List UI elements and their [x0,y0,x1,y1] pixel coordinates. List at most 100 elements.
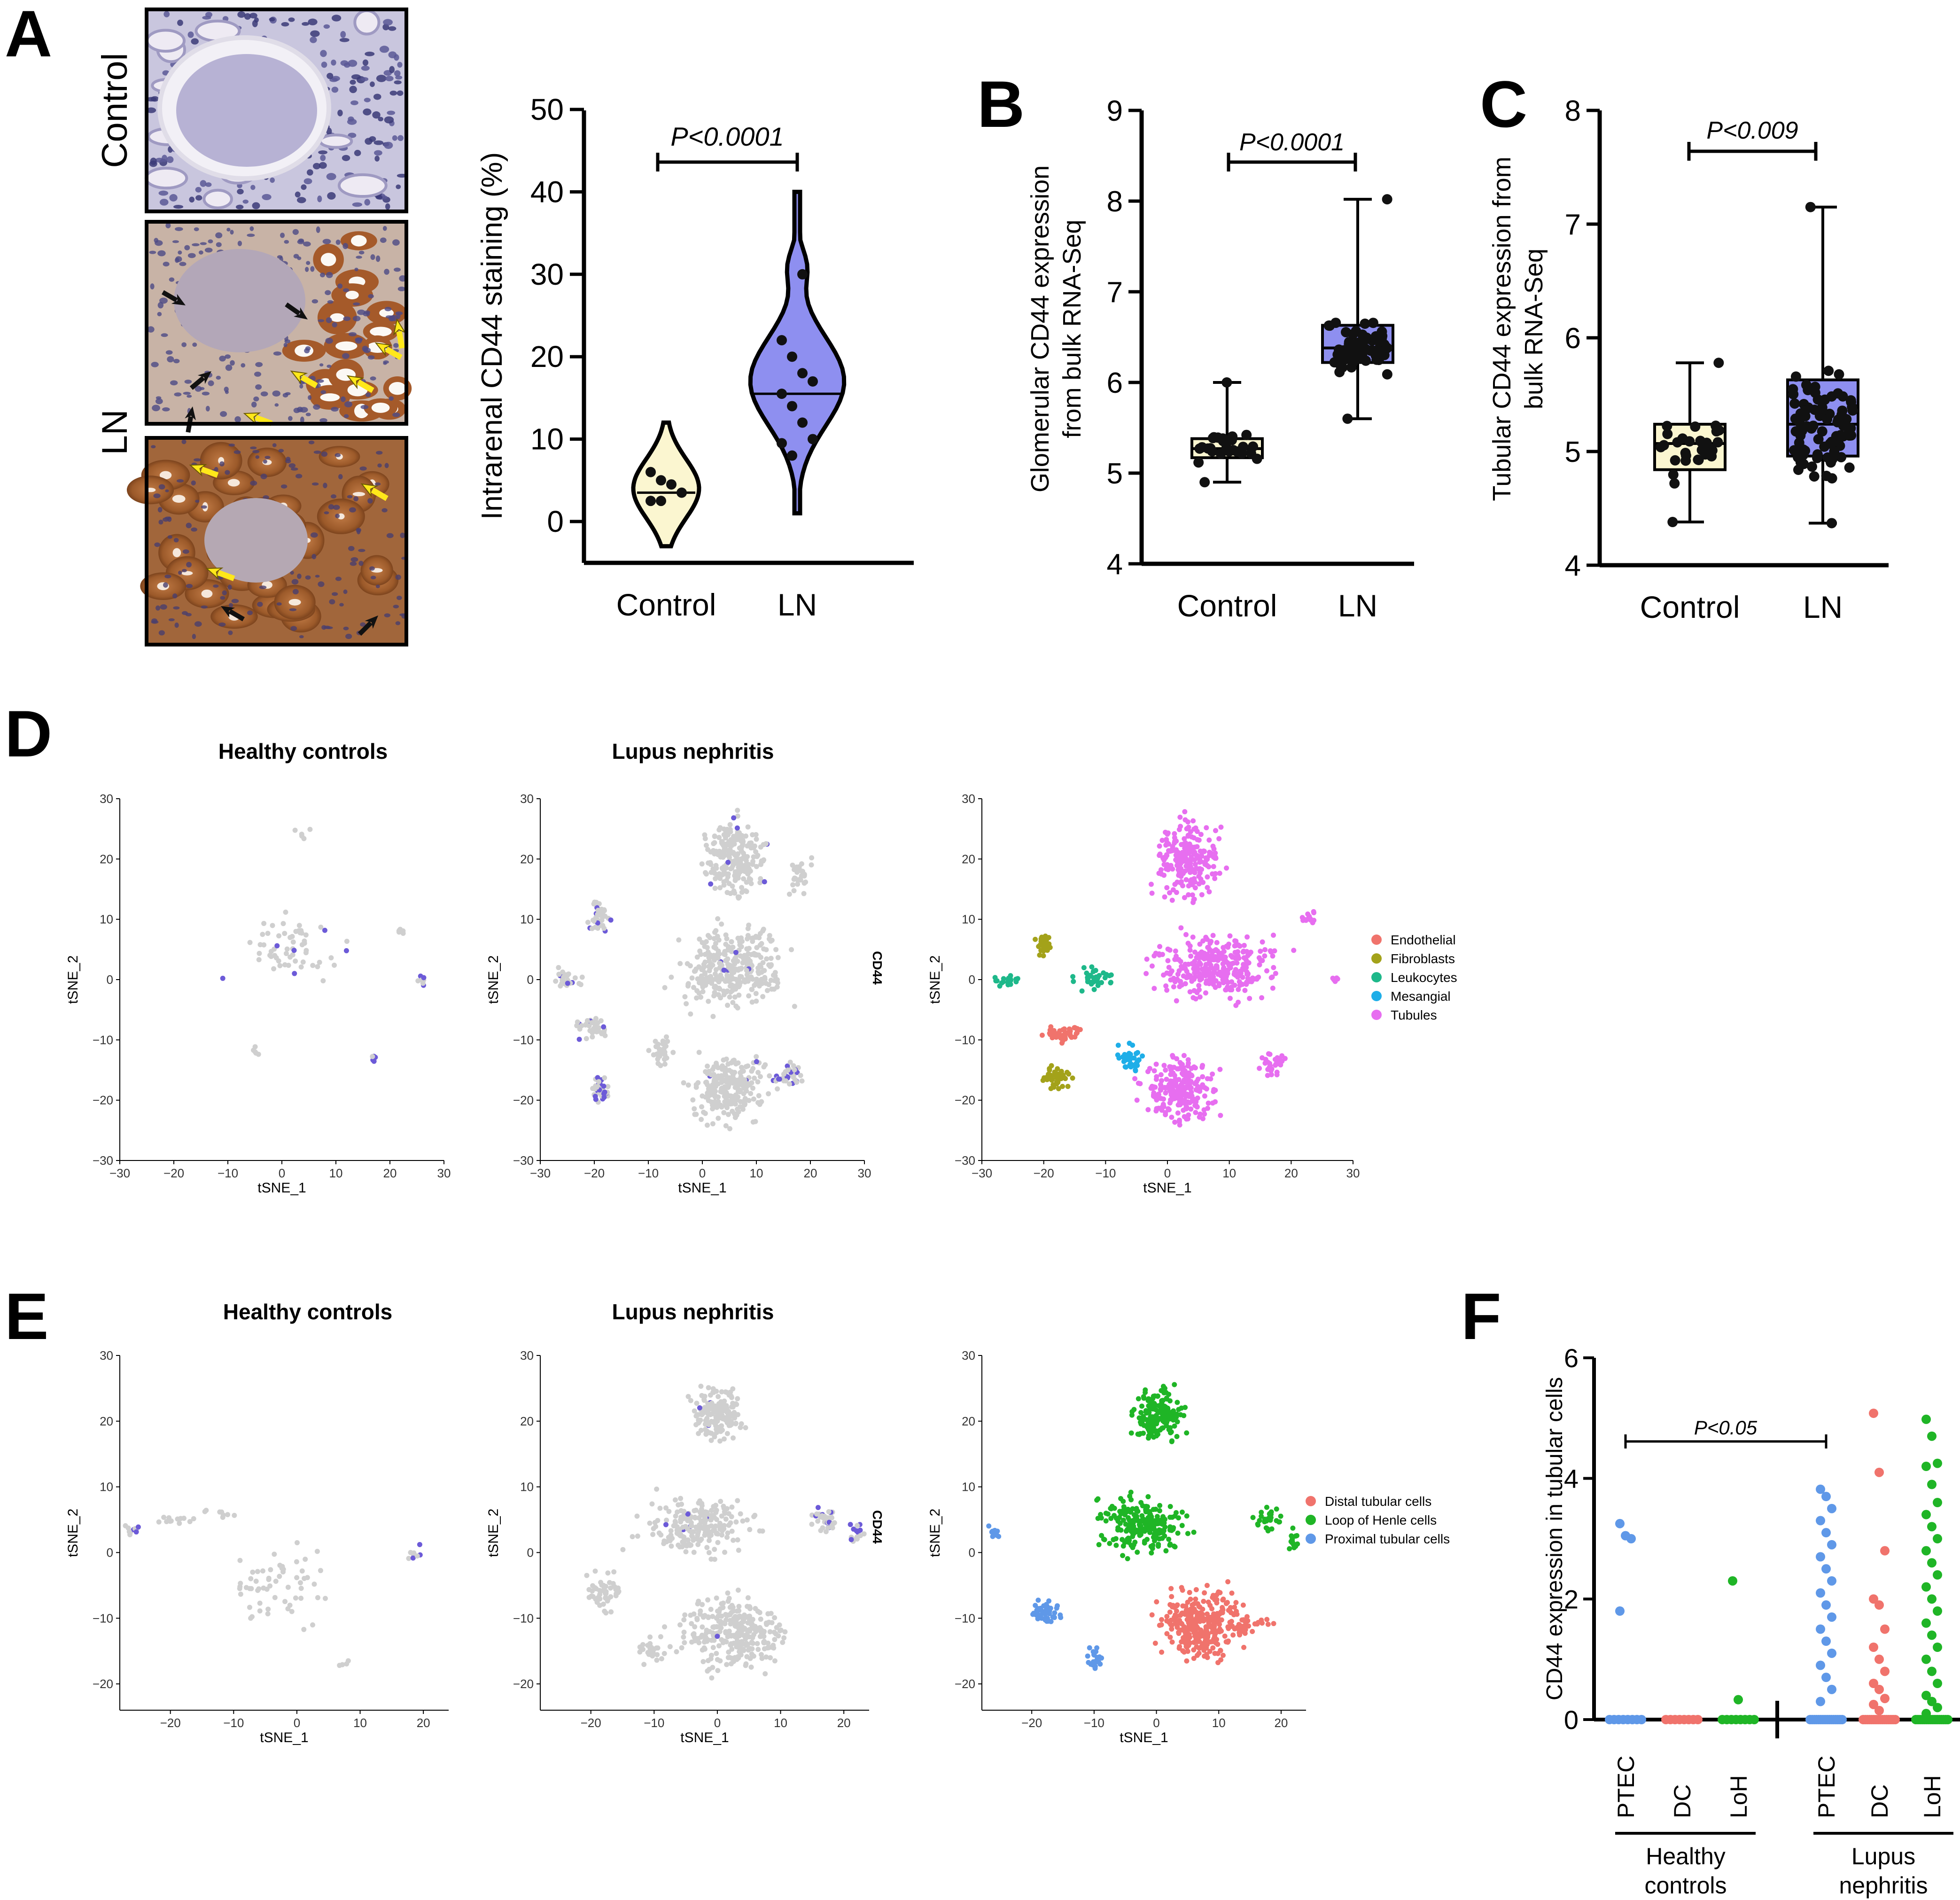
e-cell-point [767,1629,773,1635]
e-cell-point [1128,1430,1134,1436]
d-cell-point [585,919,591,925]
e-cell-point [247,1604,252,1610]
d-cell-point [1176,1077,1182,1082]
d-cell-point [1210,957,1216,963]
nucleus [394,267,401,272]
nucleus [288,17,295,22]
d-cell-point [565,981,570,986]
e-cell-point [691,1632,696,1637]
e-cell-point [855,1523,860,1528]
d-cell-point [755,969,761,974]
nucleus [322,239,331,244]
d-cell-point [1164,1076,1169,1082]
d-cell-point [711,1073,717,1078]
d-cell-point [1192,849,1198,855]
d-cell-point [290,939,296,945]
d-cell-point [1244,934,1250,940]
d-cell-point [716,1099,721,1105]
b-point [1377,333,1387,343]
c-point [1812,394,1823,405]
d-cell-point [710,1121,716,1127]
d-cell-point [724,936,730,942]
b-point [1381,343,1392,353]
d-xtick-label: −30 [530,1166,551,1180]
d-cell-point [760,960,766,966]
tubule-lumen [335,341,358,351]
e-cell-point [1167,1503,1173,1509]
e-cell-point [303,1557,308,1562]
d-cell-point [732,872,738,878]
d-cell-point [702,943,708,949]
e-cell-point [1139,1403,1144,1409]
b-ytick-label: 7 [1107,276,1123,309]
e-cell-point [1128,1518,1134,1524]
d-cell-point [274,943,280,949]
nucleus [247,234,255,237]
d-cell-point [754,854,760,859]
e-cell-point [654,1658,660,1663]
nucleus [158,630,165,636]
tubule-lumen [172,548,181,558]
e-cell-point [693,1507,699,1513]
d-cell-point [1206,837,1212,843]
e-cell-point [1138,1421,1144,1427]
nucleus [352,316,361,321]
e-cell-point [700,1614,706,1620]
nucleus [260,474,267,479]
c-point [1837,391,1848,402]
e-cell-point [603,1595,608,1601]
e-cell-point [692,1514,698,1520]
e-cell-point [702,1532,708,1538]
d-cell-point [1135,1050,1141,1055]
e-cell-point [1169,1594,1174,1599]
d-cell-point [768,938,774,944]
d-cell-point [1167,1086,1173,1091]
d-cell-point [663,1034,669,1040]
d-cell-point [1271,932,1276,938]
d-cell-point [421,975,427,981]
d-cell-point [725,1080,731,1085]
e-cell-point [768,1611,774,1616]
e-cell-point [702,1646,708,1652]
d-cell-point [721,849,726,855]
nucleus [174,623,179,628]
d-cell-point [1241,955,1247,960]
e-cell-point [719,1427,725,1433]
d-legend-label: Endothelial [1391,933,1456,947]
e-cell-point [707,1430,713,1436]
d-cell-point [1218,824,1224,830]
e-cell-point [669,1543,674,1549]
nucleus [208,239,213,243]
e-cell-point [260,1568,265,1574]
e-cell-point [1126,1535,1131,1541]
d-cell-point [1165,958,1171,964]
e-xlabel: tSNE_1 [1120,1730,1168,1745]
nucleus [226,227,231,232]
nucleus [326,127,332,135]
d-cell-point [1240,949,1246,955]
d-cell-point [1121,1059,1127,1064]
e-cell-point [781,1635,787,1641]
nucleus [250,446,257,450]
d-cell-point [670,1050,676,1055]
nucleus [262,194,272,200]
d-cell-point [745,946,750,952]
d-cell-point [1200,1116,1206,1121]
e-cell-point [299,1568,305,1574]
d-cell-point [1127,1041,1132,1046]
e-cell-point [1151,1507,1156,1512]
d-cell-point [739,966,744,971]
nucleus [372,111,381,119]
e-cell-point [605,1570,611,1576]
b-ytick-label: 4 [1107,548,1123,581]
e-cell-point [664,1518,669,1523]
tubule-lumen [345,290,359,300]
d-cell-point [298,928,304,934]
a-xlabel-ln: LN [778,587,817,622]
nucleus [320,50,327,57]
b-ytick-label: 6 [1107,367,1123,399]
nucleus [252,202,260,210]
nucleus [331,407,339,412]
d-cell-point [252,1044,258,1050]
d-cell-point [748,840,754,846]
